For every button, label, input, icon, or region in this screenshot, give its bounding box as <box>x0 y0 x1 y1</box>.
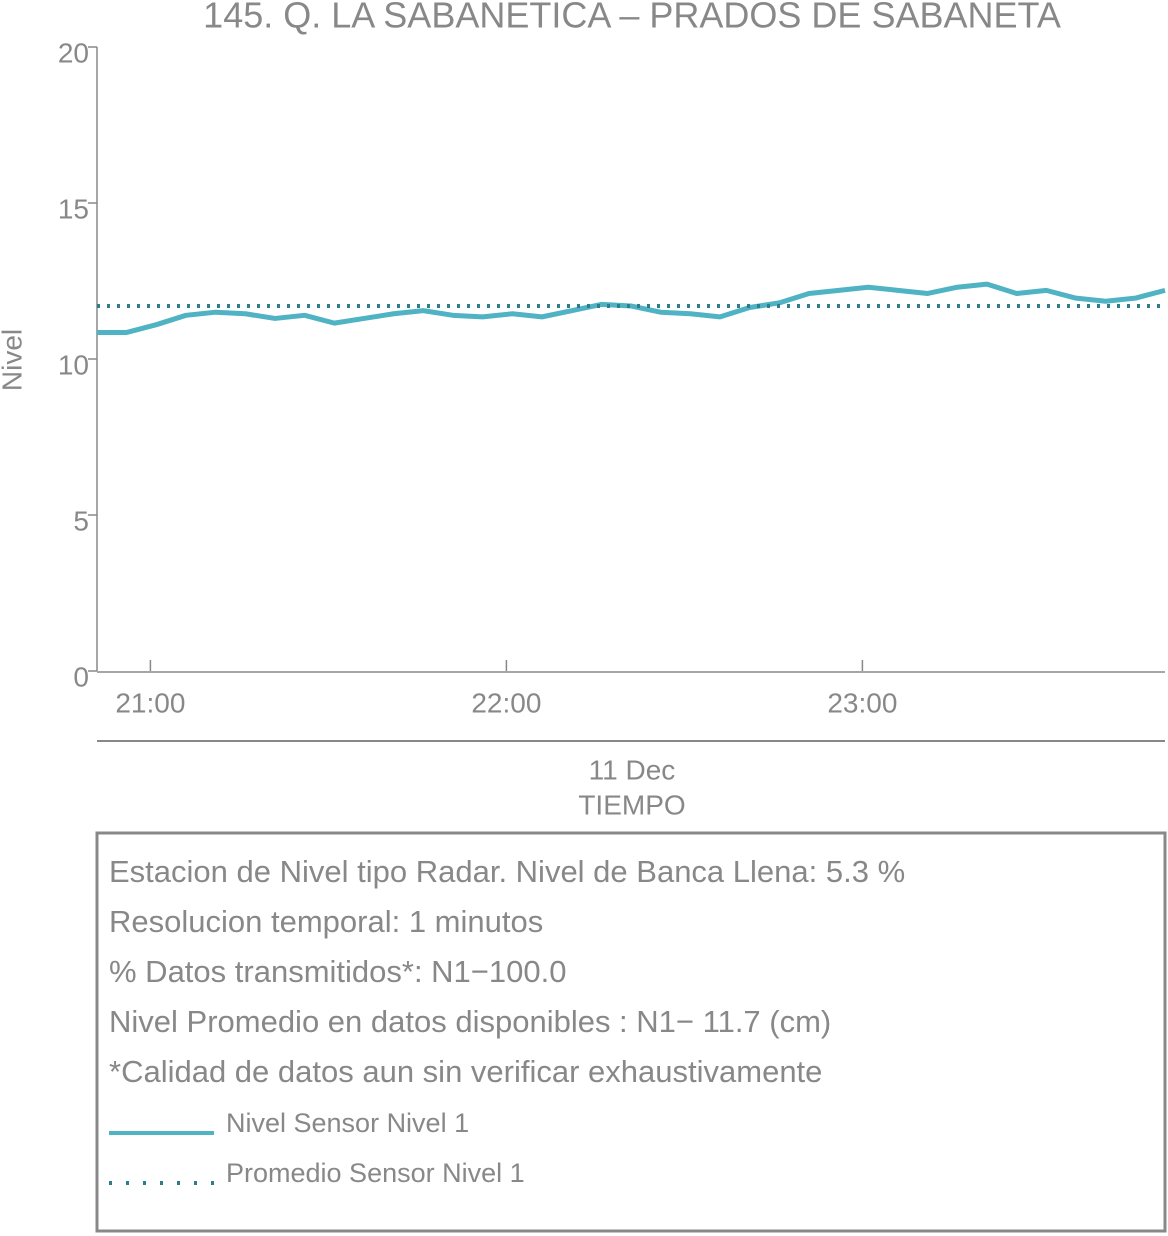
info-box <box>95 831 1167 1233</box>
info-line: Nivel Promedio en datos disponibles : N1… <box>109 1004 831 1039</box>
info-line: % Datos transmitidos*: N1−100.0 <box>109 954 566 989</box>
x-tick-label: 21:00 <box>115 687 185 718</box>
series-line <box>97 281 1166 335</box>
date-label: 11 Dec <box>589 754 676 785</box>
x-tick-label: 22:00 <box>471 687 541 718</box>
legend-label: Nivel Sensor Nivel 1 <box>226 1108 469 1138</box>
y-tick-label: 15 <box>58 193 89 224</box>
y-tick-label: 10 <box>58 349 89 380</box>
y-tick-label: 5 <box>73 505 89 536</box>
legend-label: Promedio Sensor Nivel 1 <box>226 1158 525 1188</box>
info-line: Resolucion temporal: 1 minutos <box>109 904 543 939</box>
info-line: Estacion de Nivel tipo Radar. Nivel de B… <box>109 854 905 889</box>
x-tick-label: 23:00 <box>827 687 897 718</box>
y-axis-label: Nivel <box>0 329 27 391</box>
x-axis-label: TIEMPO <box>578 789 685 820</box>
info-line: *Calidad de datos aun sin verificar exha… <box>109 1054 822 1089</box>
chart-title: 145. Q. LA SABANETICA – PRADOS DE SABANE… <box>203 0 1061 36</box>
y-tick-label: 20 <box>58 37 89 68</box>
y-tick-label: 0 <box>73 661 89 692</box>
